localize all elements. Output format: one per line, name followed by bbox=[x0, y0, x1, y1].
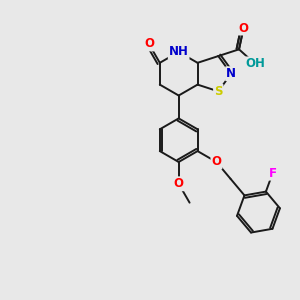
Text: N: N bbox=[226, 67, 236, 80]
Text: O: O bbox=[212, 155, 221, 169]
Text: F: F bbox=[268, 167, 277, 180]
Text: OH: OH bbox=[245, 57, 265, 70]
Text: S: S bbox=[214, 85, 223, 98]
Text: O: O bbox=[144, 38, 154, 50]
Text: O: O bbox=[238, 22, 248, 34]
Text: O: O bbox=[174, 177, 184, 190]
Text: NH: NH bbox=[169, 45, 189, 58]
